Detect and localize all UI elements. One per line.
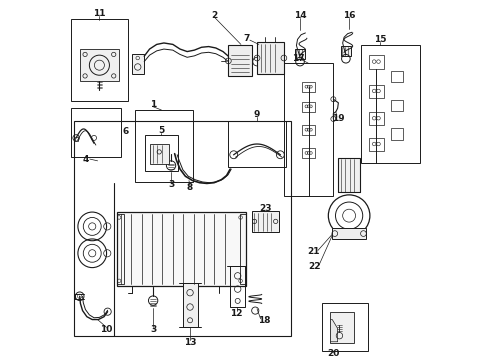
Text: 3: 3: [167, 180, 174, 189]
Text: 12: 12: [230, 309, 243, 318]
Text: 22: 22: [307, 262, 320, 271]
Text: 20: 20: [326, 349, 339, 358]
Text: 5: 5: [158, 126, 164, 135]
Bar: [321, 303, 367, 351]
Polygon shape: [330, 320, 337, 342]
Bar: [257, 42, 284, 74]
Bar: [135, 110, 192, 182]
Bar: [230, 266, 244, 307]
Text: 3: 3: [150, 325, 156, 334]
Text: 7: 7: [244, 34, 250, 43]
Bar: [182, 283, 197, 328]
Bar: [284, 63, 333, 196]
Bar: [368, 138, 383, 151]
Bar: [329, 312, 353, 343]
Bar: [360, 45, 419, 163]
Bar: [302, 82, 314, 92]
Text: 8: 8: [186, 183, 193, 192]
Bar: [239, 214, 246, 284]
Bar: [368, 55, 383, 69]
Bar: [251, 211, 278, 232]
Text: 6: 6: [122, 127, 128, 136]
Bar: [368, 85, 383, 98]
Bar: [117, 212, 246, 285]
Text: 10: 10: [100, 325, 113, 334]
Text: 11: 11: [93, 9, 105, 18]
Bar: [145, 135, 177, 171]
Bar: [390, 71, 403, 82]
Bar: [149, 144, 169, 164]
Bar: [75, 137, 78, 141]
Bar: [368, 112, 383, 125]
Bar: [302, 102, 314, 112]
Text: 19: 19: [332, 114, 345, 123]
Bar: [294, 49, 305, 59]
Bar: [338, 158, 359, 192]
Text: 9: 9: [253, 110, 260, 119]
Bar: [228, 45, 251, 76]
Bar: [80, 49, 119, 81]
Text: 2: 2: [210, 10, 217, 19]
Text: 23: 23: [259, 204, 272, 213]
Bar: [302, 148, 314, 158]
Bar: [390, 100, 403, 111]
Text: 14: 14: [293, 11, 305, 20]
Bar: [340, 46, 350, 56]
Bar: [117, 214, 123, 284]
Bar: [228, 121, 285, 167]
Text: 13: 13: [183, 338, 196, 347]
Text: 18: 18: [258, 316, 270, 325]
Bar: [332, 228, 366, 239]
Bar: [302, 125, 314, 135]
Text: 1: 1: [150, 100, 156, 109]
Bar: [131, 54, 144, 74]
Bar: [390, 128, 403, 140]
Text: 21: 21: [306, 247, 319, 256]
Text: 17: 17: [291, 54, 304, 63]
Bar: [74, 121, 290, 336]
Bar: [71, 108, 121, 157]
Text: 4: 4: [83, 154, 89, 163]
Text: 15: 15: [373, 35, 386, 44]
Bar: [71, 19, 128, 101]
Text: 16: 16: [343, 11, 355, 20]
